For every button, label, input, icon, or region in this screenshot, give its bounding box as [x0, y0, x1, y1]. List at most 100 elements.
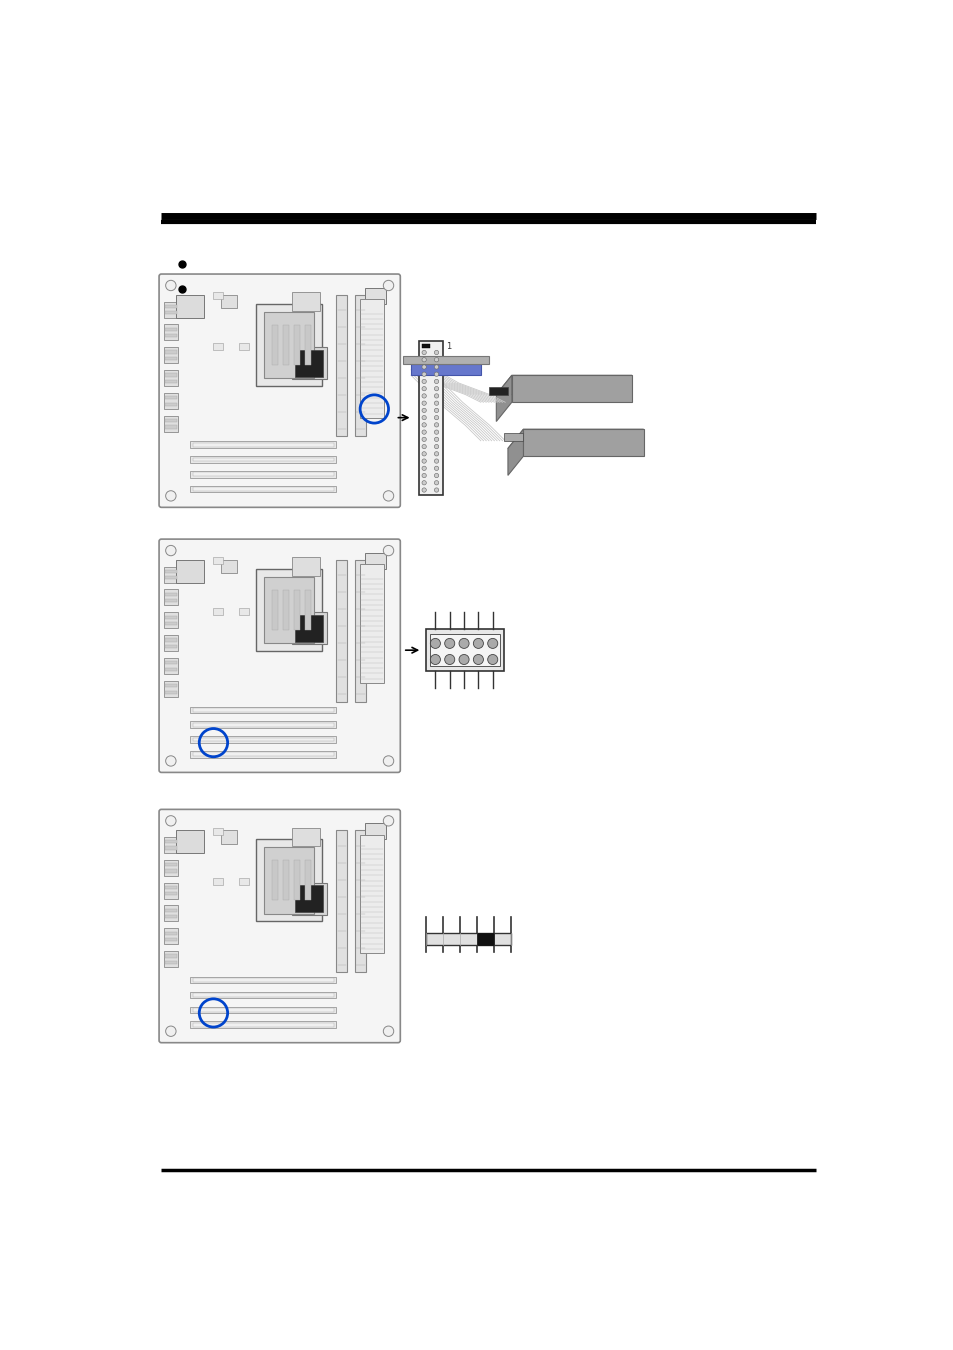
Circle shape	[421, 487, 426, 493]
Bar	[165, 690, 176, 694]
Circle shape	[430, 639, 440, 648]
Circle shape	[421, 444, 426, 448]
Circle shape	[421, 481, 426, 485]
Bar	[165, 374, 176, 377]
Bar	[165, 570, 176, 572]
Circle shape	[434, 394, 438, 398]
Bar	[304, 860, 311, 900]
Bar	[294, 590, 299, 630]
Bar	[190, 992, 336, 998]
Circle shape	[434, 466, 438, 470]
Bar	[190, 1022, 336, 1027]
Bar	[292, 828, 319, 846]
Bar	[272, 325, 277, 364]
Circle shape	[434, 487, 438, 493]
Bar	[336, 560, 347, 702]
Bar	[355, 294, 366, 436]
Bar	[272, 590, 277, 630]
Polygon shape	[523, 429, 643, 456]
Circle shape	[473, 655, 483, 664]
Circle shape	[421, 364, 426, 369]
Circle shape	[421, 351, 426, 355]
Bar	[255, 840, 322, 922]
Circle shape	[458, 639, 469, 648]
Bar	[165, 576, 176, 579]
Circle shape	[434, 444, 438, 448]
Circle shape	[434, 416, 438, 420]
Bar	[292, 558, 319, 575]
Bar	[164, 657, 178, 674]
Polygon shape	[403, 356, 488, 363]
Circle shape	[383, 815, 394, 826]
Bar	[264, 576, 314, 644]
Bar	[165, 402, 176, 406]
Circle shape	[421, 416, 426, 420]
Bar	[422, 344, 430, 348]
Bar	[220, 560, 237, 574]
Circle shape	[421, 358, 426, 362]
Circle shape	[383, 490, 394, 501]
Bar	[164, 393, 178, 409]
Bar	[292, 883, 327, 914]
Bar	[193, 707, 334, 711]
Bar	[193, 458, 334, 462]
Bar	[294, 325, 299, 364]
Bar	[193, 487, 334, 491]
Bar	[304, 325, 311, 364]
Bar	[190, 486, 336, 493]
Bar	[165, 418, 176, 423]
FancyBboxPatch shape	[159, 274, 400, 508]
Bar	[304, 590, 311, 630]
Circle shape	[434, 408, 438, 413]
Bar	[418, 340, 443, 494]
Bar	[165, 909, 176, 911]
Bar	[165, 869, 176, 872]
Bar	[193, 443, 334, 447]
Bar	[164, 567, 178, 583]
Bar	[294, 350, 323, 377]
Bar	[292, 315, 305, 327]
Bar	[282, 590, 289, 630]
Bar	[264, 312, 314, 378]
Circle shape	[421, 452, 426, 456]
Bar	[292, 347, 327, 379]
Bar	[239, 608, 249, 614]
Circle shape	[434, 423, 438, 427]
Bar	[165, 961, 176, 964]
Bar	[165, 886, 176, 890]
Circle shape	[421, 423, 426, 427]
Bar	[165, 668, 176, 671]
Bar	[164, 613, 178, 628]
Bar	[364, 554, 386, 568]
Circle shape	[434, 379, 438, 383]
Bar	[336, 294, 347, 436]
Bar	[190, 471, 336, 478]
FancyBboxPatch shape	[159, 810, 400, 1042]
Bar	[165, 622, 176, 625]
Bar	[213, 558, 223, 564]
Bar	[282, 325, 289, 364]
Polygon shape	[511, 375, 631, 402]
Bar	[292, 613, 327, 644]
Bar	[165, 684, 176, 687]
Bar	[264, 846, 314, 914]
Bar	[164, 860, 178, 876]
Bar	[165, 616, 176, 618]
Bar	[336, 830, 347, 972]
Bar	[292, 293, 319, 310]
Bar	[355, 560, 366, 702]
Bar	[164, 636, 178, 651]
Bar	[213, 608, 223, 614]
Bar	[165, 310, 176, 315]
Bar	[164, 952, 178, 967]
Bar	[355, 830, 366, 972]
Bar	[165, 863, 176, 867]
Circle shape	[421, 437, 426, 441]
Bar	[164, 370, 178, 386]
Bar	[190, 706, 336, 713]
Bar	[292, 580, 305, 591]
Bar	[165, 938, 176, 941]
Bar	[364, 824, 386, 840]
Bar	[294, 860, 299, 900]
Circle shape	[421, 459, 426, 463]
